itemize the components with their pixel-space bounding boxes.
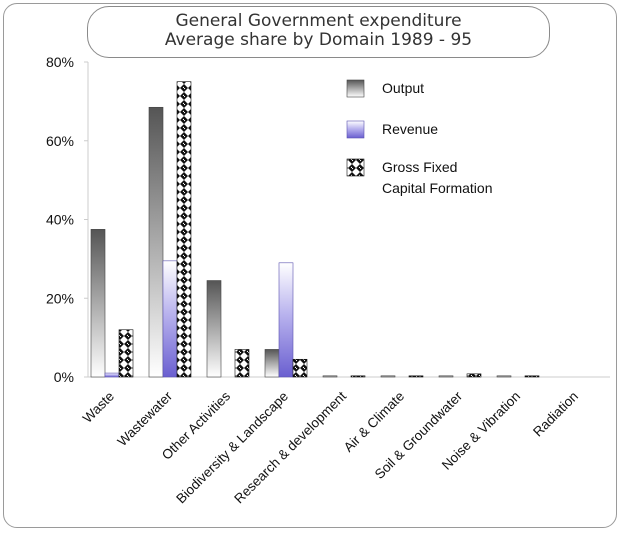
bar-output-6: [438, 375, 454, 378]
bar-gross-fixed-capital-formation-7: [524, 375, 540, 378]
bar-gross-fixed-capital-formation-6: [466, 373, 482, 378]
y-tick-label: 60%: [46, 133, 74, 149]
category-label: Research & development: [231, 388, 349, 506]
legend-label: Gross Fixed: [382, 159, 457, 175]
legend-label: Output: [382, 80, 424, 96]
chart-title-box: General Government expenditure Average s…: [87, 6, 550, 58]
category-label: Waste: [80, 389, 117, 426]
y-tick-label: 40%: [46, 212, 74, 228]
bar-output-7: [496, 375, 512, 378]
chart-subtitle: Average share by Domain 1989 - 95: [164, 30, 473, 50]
bar-gross-fixed-capital-formation-5: [408, 375, 424, 378]
legend-swatch: [346, 158, 365, 177]
bar-gross-fixed-capital-formation-3: [292, 358, 308, 378]
bar-output-2: [206, 280, 222, 378]
bar-output-1: [148, 106, 164, 378]
bar-gross-fixed-capital-formation-1: [176, 81, 192, 378]
bar-revenue-3: [278, 262, 294, 378]
bar-output-5: [380, 375, 396, 378]
category-label: Radiation: [530, 389, 581, 440]
y-tick-label: 20%: [46, 290, 74, 306]
category-label: Biodiversity & Landscape: [173, 389, 291, 507]
bar-gross-fixed-capital-formation-2: [234, 349, 250, 378]
bar-output-0: [90, 229, 106, 378]
bar-output-4: [322, 375, 338, 378]
chart-title: General Government expenditure: [175, 11, 462, 31]
legend-swatch: [346, 79, 365, 98]
bar-revenue-0: [104, 372, 120, 378]
bar-output-3: [264, 349, 280, 378]
bar-gross-fixed-capital-formation-4: [350, 375, 366, 378]
bar-revenue-1: [162, 260, 178, 378]
y-tick-label: 0%: [54, 369, 74, 385]
category-label: Wastewater: [114, 388, 175, 449]
chart-legend: Output Revenue Gross Fixed Capital Formatio…: [346, 79, 493, 196]
chart-frame: [3, 3, 617, 528]
legend-swatch: [346, 120, 365, 139]
legend-label: Revenue: [382, 121, 438, 137]
legend-label: Capital Formation: [382, 180, 493, 196]
chart-bars: [90, 81, 540, 378]
y-tick-label: 80%: [46, 54, 74, 70]
bar-gross-fixed-capital-formation-0: [118, 329, 134, 378]
